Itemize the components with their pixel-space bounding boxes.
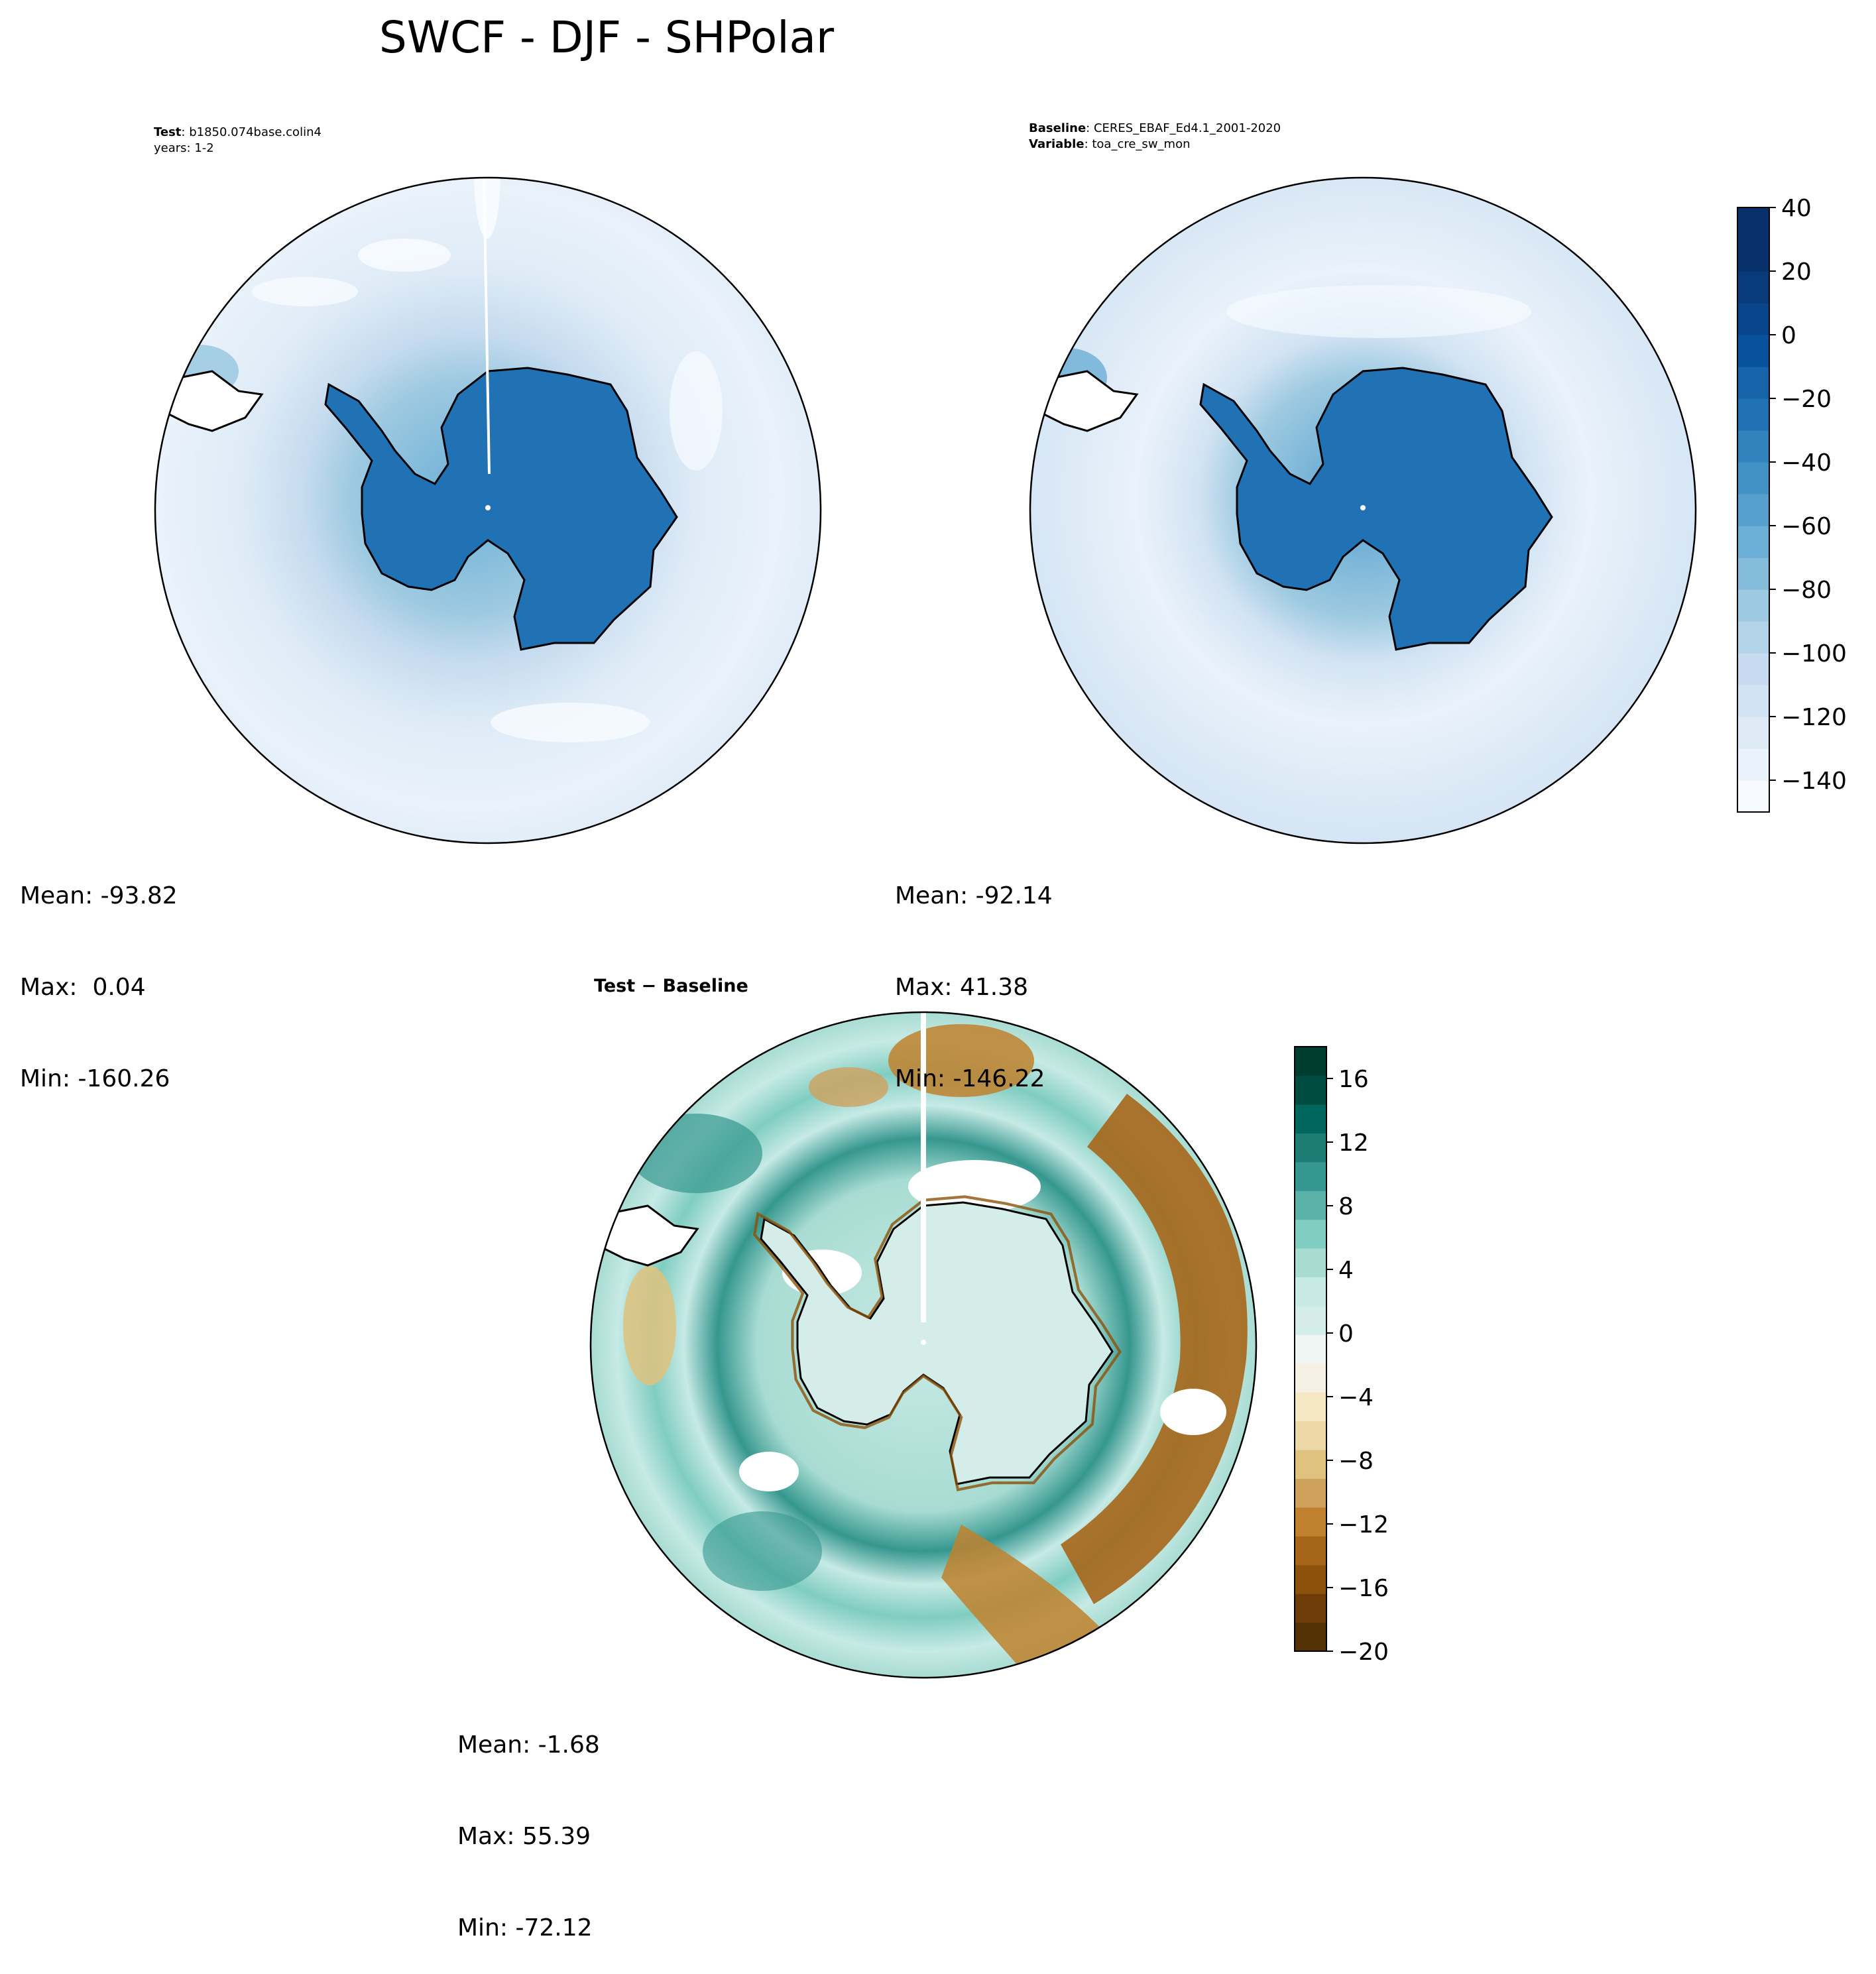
baseline-min: Min: -146.22 — [895, 1065, 1045, 1092]
colorbar-diff-swatch — [1295, 1450, 1326, 1480]
colorbar-main-tick-label: −40 — [1781, 449, 1832, 477]
test-label-value: b1850.074base.colin4 — [189, 125, 322, 139]
variable-label-value: toa_cre_sw_mon — [1092, 137, 1191, 151]
colorbar-diff-swatch — [1295, 1190, 1326, 1220]
colorbar-main-swatch — [1737, 526, 1769, 558]
test-south-america — [168, 370, 264, 432]
colorbar-main-swatch — [1737, 780, 1769, 813]
test-stats: Mean: -93.82 Max: 0.04 Min: -160.26 — [20, 820, 178, 1125]
colorbar-main-swatch — [1737, 239, 1769, 272]
test-mean: Mean: -93.82 — [20, 882, 178, 909]
colorbar-diff-swatch — [1295, 1622, 1326, 1652]
colorbar-diff-swatch — [1295, 1104, 1326, 1133]
colorbar-diff-tick-label: 8 — [1338, 1193, 1354, 1220]
baseline-max: Max: 41.38 — [895, 974, 1029, 1001]
diff-min: Min: -72.12 — [457, 1914, 593, 1942]
colorbar-main-tick-label: −120 — [1781, 704, 1847, 731]
test-map-border — [154, 176, 822, 844]
colorbar-diff-border — [1294, 1046, 1327, 1652]
colorbar-diff-swatch — [1295, 1478, 1326, 1508]
test-max: Max: 0.04 — [20, 974, 146, 1001]
colorbar-diff-swatch — [1295, 1536, 1326, 1566]
colorbar-diff-tick-label: 0 — [1338, 1320, 1354, 1348]
colorbar-main-swatch — [1737, 430, 1769, 463]
colorbar-main-swatch — [1737, 335, 1769, 367]
test-label-key: Test — [154, 125, 182, 139]
colorbar-diff-swatch — [1295, 1594, 1326, 1623]
diff-seam — [921, 1012, 926, 1322]
colorbar-diff: 16 12 8 4 0 −4 −8 −12 −16 −20 — [1294, 1046, 1389, 1666]
colorbar-diff-swatch — [1295, 1248, 1326, 1278]
colorbar-main-swatch — [1737, 303, 1769, 335]
baseline-stats: Mean: -92.14 Max: 41.38 Min: -146.22 — [895, 820, 1053, 1125]
colorbar-main-swatch — [1737, 685, 1769, 717]
baseline-panel-header: Baseline: CERES_EBAF_Ed4.1_2001-2020 Var… — [1029, 121, 1281, 151]
colorbar-main-swatch — [1737, 621, 1769, 654]
colorbar-diff-tick-label: 16 — [1338, 1066, 1369, 1093]
colorbar-main-tick-label: −140 — [1781, 768, 1847, 795]
colorbar-main-tick-label: −80 — [1781, 577, 1832, 604]
baseline-map-border — [1029, 176, 1697, 844]
colorbar-main-tick-label: −100 — [1781, 640, 1847, 668]
colorbar-main-tick-label: −20 — [1781, 386, 1832, 413]
colorbar-main-tick-label: −60 — [1781, 513, 1832, 540]
diff-stats: Mean: -1.68 Max: 55.39 Min: -72.12 — [457, 1669, 600, 1974]
test-seam — [483, 178, 491, 474]
colorbar-diff-swatch — [1295, 1075, 1326, 1105]
variable-label-key: Variable — [1029, 137, 1085, 151]
colorbar-diff-swatch — [1295, 1305, 1326, 1335]
diff-mean: Mean: -1.68 — [457, 1731, 600, 1759]
colorbar-diff-tick-label: 12 — [1338, 1130, 1369, 1157]
colorbar-main: 40 20 0 −20 −40 −60 −80 −100 −120 −140 — [1737, 195, 1847, 813]
colorbar-diff-swatch — [1295, 1277, 1326, 1306]
colorbar-diff-swatch — [1295, 1047, 1326, 1076]
colorbar-diff-swatch — [1295, 1363, 1326, 1393]
diff-panel-title: Test − Baseline — [594, 976, 748, 996]
colorbar-diff-tick-label: −8 — [1338, 1448, 1374, 1475]
baseline-label-value: CERES_EBAF_Ed4.1_2001-2020 — [1093, 121, 1281, 135]
test-years: years: 1-2 — [154, 141, 214, 155]
colorbar-main-swatch — [1737, 653, 1769, 685]
colorbar-main-swatch — [1737, 398, 1769, 431]
diff-south-america — [604, 1204, 699, 1267]
baseline-south-america — [1043, 370, 1139, 432]
test-map — [154, 176, 822, 844]
colorbar-diff-swatch — [1295, 1219, 1326, 1249]
baseline-mean: Mean: -92.14 — [895, 882, 1053, 909]
colorbar-main-swatch — [1737, 589, 1769, 622]
colorbar-main-tick-label: 0 — [1781, 322, 1796, 349]
colorbar-diff-tick-label: −4 — [1338, 1384, 1374, 1411]
colorbar-main-swatch — [1737, 557, 1769, 590]
colorbar-main-swatch — [1737, 271, 1769, 304]
colorbar-diff-tick-label: −20 — [1338, 1639, 1389, 1666]
colorbar-main-tick-label: 20 — [1781, 259, 1812, 286]
colorbar-main-border — [1737, 207, 1770, 813]
colorbar-diff-swatch — [1295, 1564, 1326, 1594]
diff-map — [589, 1011, 1258, 1679]
diff-map-border — [589, 1011, 1258, 1679]
colorbar-diff-swatch — [1295, 1334, 1326, 1364]
colorbar-main-swatch — [1737, 367, 1769, 399]
colorbar-diff-tick-label: −12 — [1338, 1511, 1389, 1539]
colorbar-diff-swatch — [1295, 1392, 1326, 1422]
colorbar-main-swatch — [1737, 462, 1769, 494]
baseline-label-key: Baseline — [1029, 121, 1086, 135]
colorbar-diff-tick-label: 4 — [1338, 1257, 1354, 1284]
colorbar-main-tick-label: 40 — [1781, 195, 1812, 222]
colorbar-main-swatch — [1737, 748, 1769, 781]
colorbar-diff-tick-label: −16 — [1338, 1575, 1389, 1602]
colorbar-main-swatch — [1737, 494, 1769, 526]
test-panel-header: Test: b1850.074base.colin4 years: 1-2 — [154, 125, 322, 155]
diff-max: Max: 55.39 — [457, 1823, 591, 1850]
colorbar-diff-swatch — [1295, 1421, 1326, 1450]
colorbar-diff-swatch — [1295, 1507, 1326, 1537]
colorbar-main-swatch — [1737, 717, 1769, 749]
colorbar-main-swatch — [1737, 207, 1769, 240]
colorbar-diff-swatch — [1295, 1133, 1326, 1163]
test-min: Min: -160.26 — [20, 1065, 170, 1092]
baseline-map — [1029, 176, 1697, 844]
figure-title: SWCF - DJF - SHPolar — [379, 12, 835, 63]
colorbar-diff-swatch — [1295, 1161, 1326, 1191]
